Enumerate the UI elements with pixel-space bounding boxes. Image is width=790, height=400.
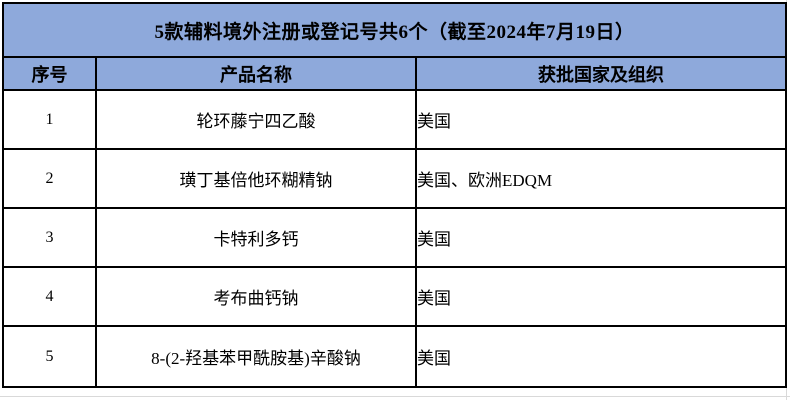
- countries-cell: 美国: [415, 325, 787, 388]
- countries-cell: 美国: [415, 207, 787, 268]
- countries-cell: 美国: [415, 89, 787, 150]
- table-header-row: 序号 产品名称 获批国家及组织: [2, 56, 787, 91]
- sheet-gridline-horizontal: [0, 396, 790, 397]
- countries-cell: 美国、欧洲EDQM: [415, 148, 787, 209]
- product-name-cell: 璜丁基倍他环糊精钠: [95, 148, 417, 209]
- product-name-cell: 8-(2-羟基苯甲酰胺基)辛酸钠: [95, 325, 417, 388]
- column-header-seq-no: 序号: [2, 56, 97, 91]
- excipients-registration-table: 5款辅料境外注册或登记号共6个（截至2024年7月19日） 序号 产品名称 获批…: [2, 2, 787, 388]
- column-header-approved-countries: 获批国家及组织: [415, 56, 787, 91]
- row-number-cell: 3: [2, 207, 97, 268]
- table-row: 3 卡特利多钙 美国: [2, 207, 787, 268]
- row-number-cell: 2: [2, 148, 97, 209]
- table-row: 2 璜丁基倍他环糊精钠 美国、欧洲EDQM: [2, 148, 787, 209]
- table-row: 5 8-(2-羟基苯甲酰胺基)辛酸钠 美国: [2, 325, 787, 388]
- column-header-product-name: 产品名称: [95, 56, 417, 91]
- table-title: 5款辅料境外注册或登记号共6个（截至2024年7月19日）: [2, 2, 787, 58]
- table-row: 1 轮环藤宁四乙酸 美国: [2, 89, 787, 150]
- table-row: 4 考布曲钙钠 美国: [2, 266, 787, 327]
- countries-cell: 美国: [415, 266, 787, 327]
- table-title-row: 5款辅料境外注册或登记号共6个（截至2024年7月19日）: [2, 2, 787, 58]
- product-name-cell: 卡特利多钙: [95, 207, 417, 268]
- row-number-cell: 1: [2, 89, 97, 150]
- sheet-gridline-vertical: [786, 0, 787, 400]
- row-number-cell: 5: [2, 325, 97, 388]
- row-number-cell: 4: [2, 266, 97, 327]
- product-name-cell: 轮环藤宁四乙酸: [95, 89, 417, 150]
- product-name-cell: 考布曲钙钠: [95, 266, 417, 327]
